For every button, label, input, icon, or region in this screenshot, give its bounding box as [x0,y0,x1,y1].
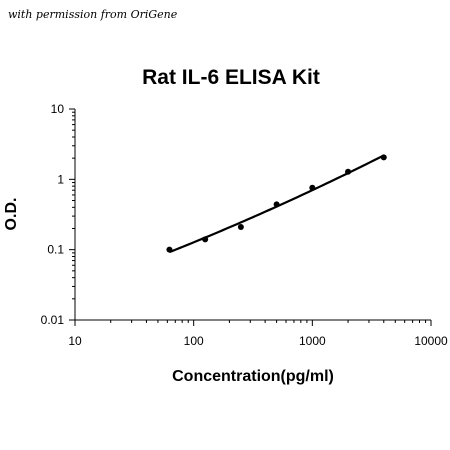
data-point [237,224,244,231]
x-tick-label: 1000 [299,334,326,348]
credit-text: with permission from OriGene [8,8,178,21]
x-tick-label: 100 [184,334,204,348]
y-tick-label: 10 [51,102,65,116]
data-point [273,201,280,208]
data-point [345,168,352,175]
data-point [202,236,209,243]
axes [74,109,431,321]
data-point [166,246,173,253]
x-tick-label: 10000 [414,334,448,348]
y-tick-label: 1 [57,172,64,186]
data-point [380,154,387,161]
y-axis-label: O.D. [3,198,20,231]
x-tick-label: 10 [68,334,82,348]
data-points [166,154,387,253]
y-tick-label: 0.01 [41,313,65,327]
data-point [309,184,316,191]
ticks: 10 100 1000 10000 10 1 0.1 0.01 [41,102,448,348]
chart-title: Rat IL-6 ELISA Kit [142,66,320,89]
y-tick-label: 0.1 [47,243,64,257]
x-axis-label: Concentration(pg/ml) [172,368,334,385]
